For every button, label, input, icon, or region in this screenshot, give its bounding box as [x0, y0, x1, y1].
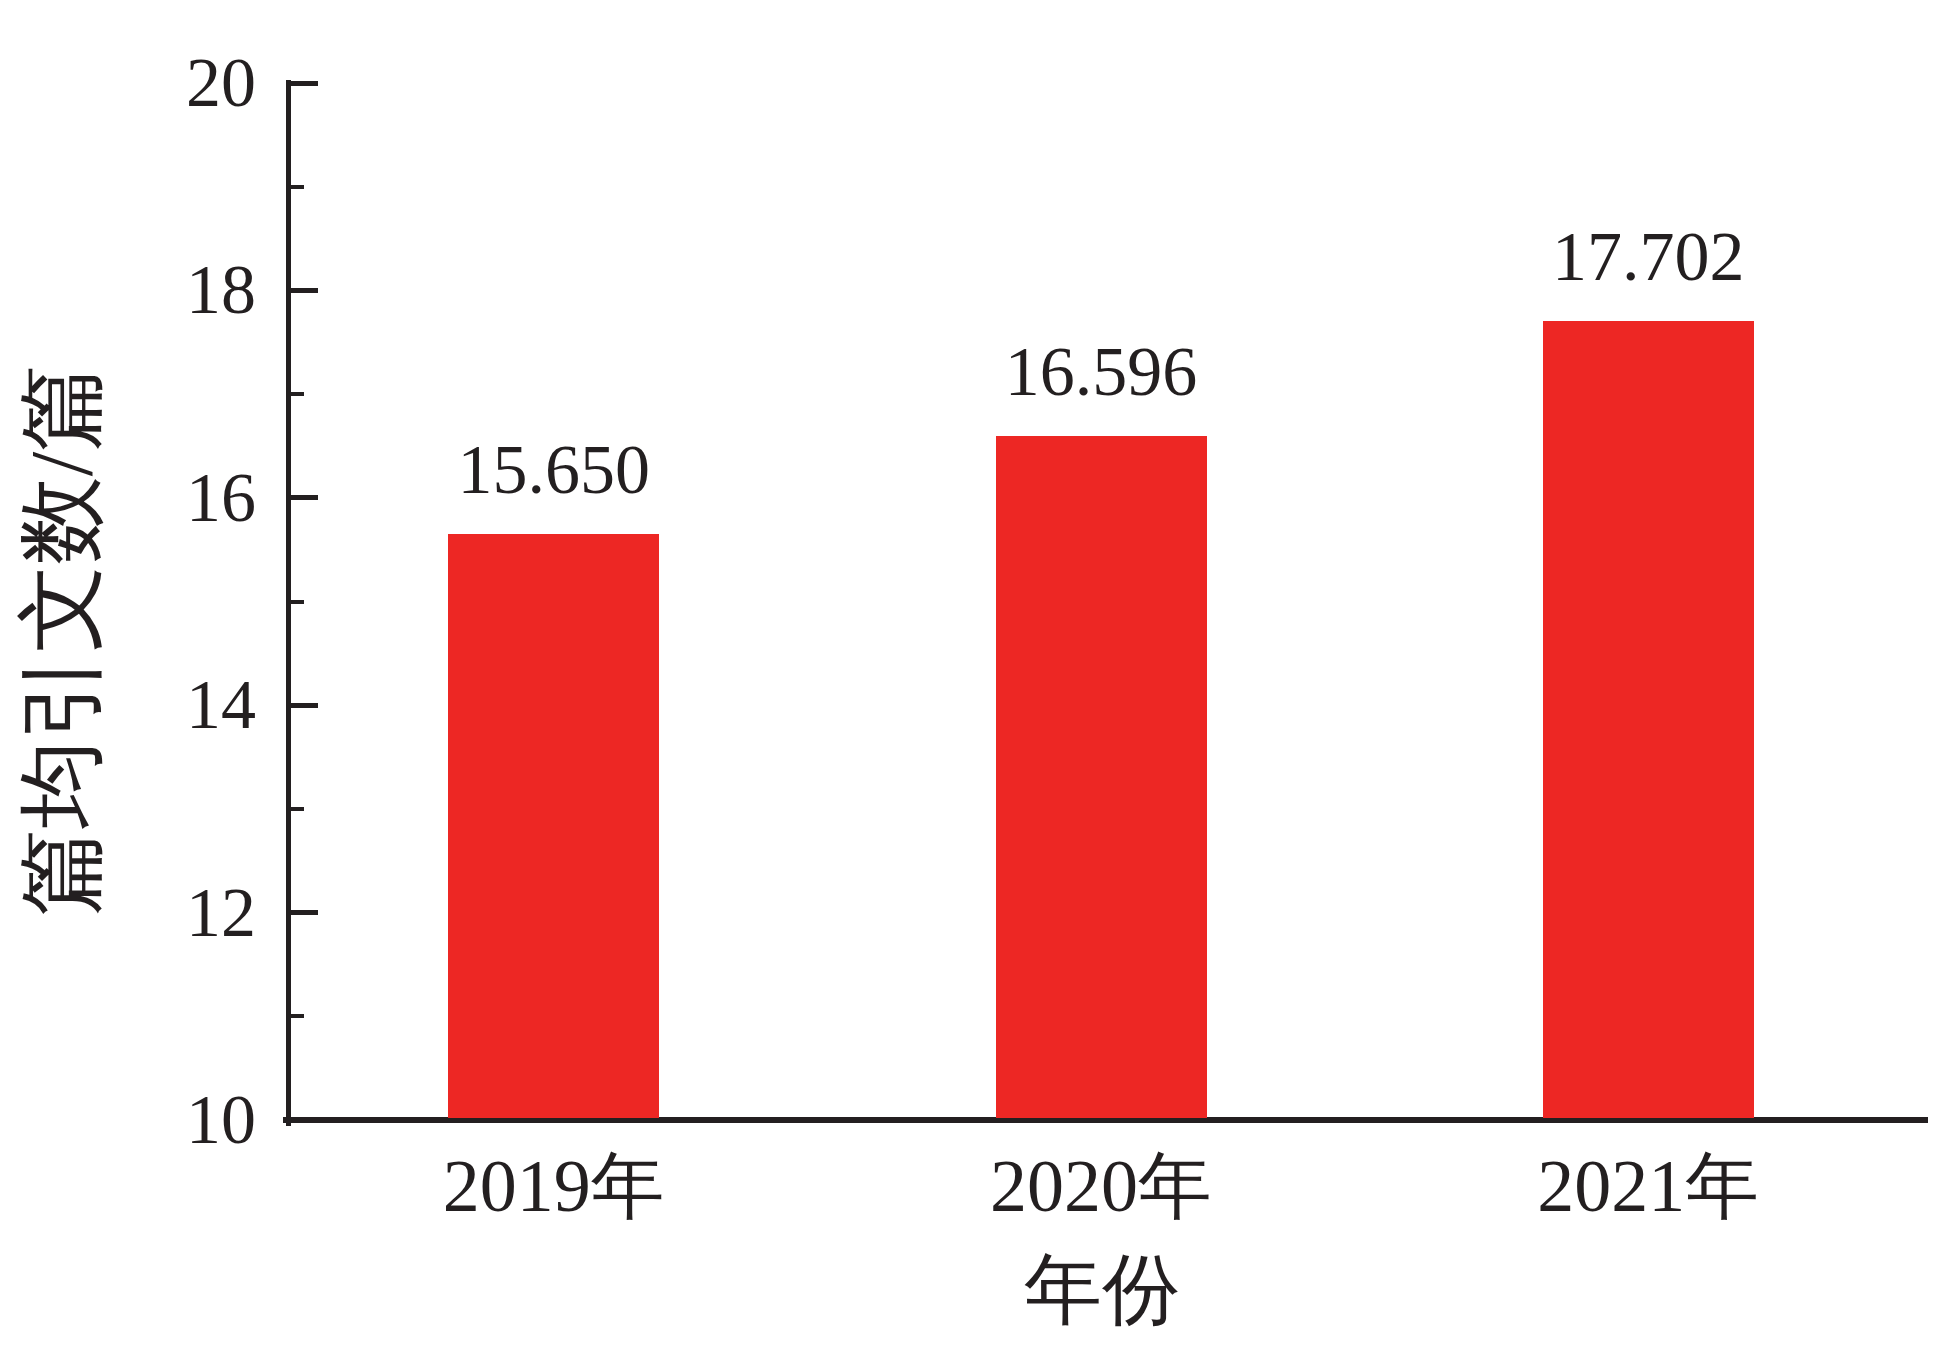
x-tick-label: 2021年 [1468, 1146, 1828, 1226]
bar [996, 436, 1207, 1118]
bar-chart-figure: 篇均引文数/篇 10121416182015.6502019年16.596202… [0, 0, 1954, 1352]
y-major-tick [286, 910, 318, 915]
y-minor-tick [286, 807, 304, 811]
y-major-tick [286, 703, 318, 708]
y-tick-label: 10 [0, 1081, 256, 1159]
y-minor-tick [286, 600, 304, 604]
plot-area: 10 12 14 16 18 20 15.650 2019年 16.596 2020年 17.702… [0, 0, 1954, 1352]
bar-value-label: 16.596 [941, 333, 1261, 411]
y-major-tick [286, 81, 318, 86]
x-tick-label: 2020年 [921, 1146, 1281, 1226]
y-major-tick [286, 495, 318, 500]
y-major-tick [286, 1118, 318, 1123]
y-tick-label: 12 [0, 874, 256, 952]
bar-value-label: 17.702 [1488, 218, 1808, 296]
y-tick-label: 14 [0, 666, 256, 744]
y-major-tick [286, 288, 318, 293]
y-minor-tick [286, 1014, 304, 1018]
bar [448, 534, 659, 1118]
y-tick-label: 18 [0, 251, 256, 329]
y-minor-tick [286, 392, 304, 396]
bar-value-label: 15.650 [394, 431, 714, 509]
y-tick-label: 16 [0, 459, 256, 537]
x-tick-label: 2019年 [374, 1146, 734, 1226]
y-minor-tick [286, 185, 304, 189]
x-axis-title: 年份 [852, 1248, 1352, 1332]
bar [1543, 321, 1754, 1118]
y-tick-label: 20 [0, 44, 256, 122]
